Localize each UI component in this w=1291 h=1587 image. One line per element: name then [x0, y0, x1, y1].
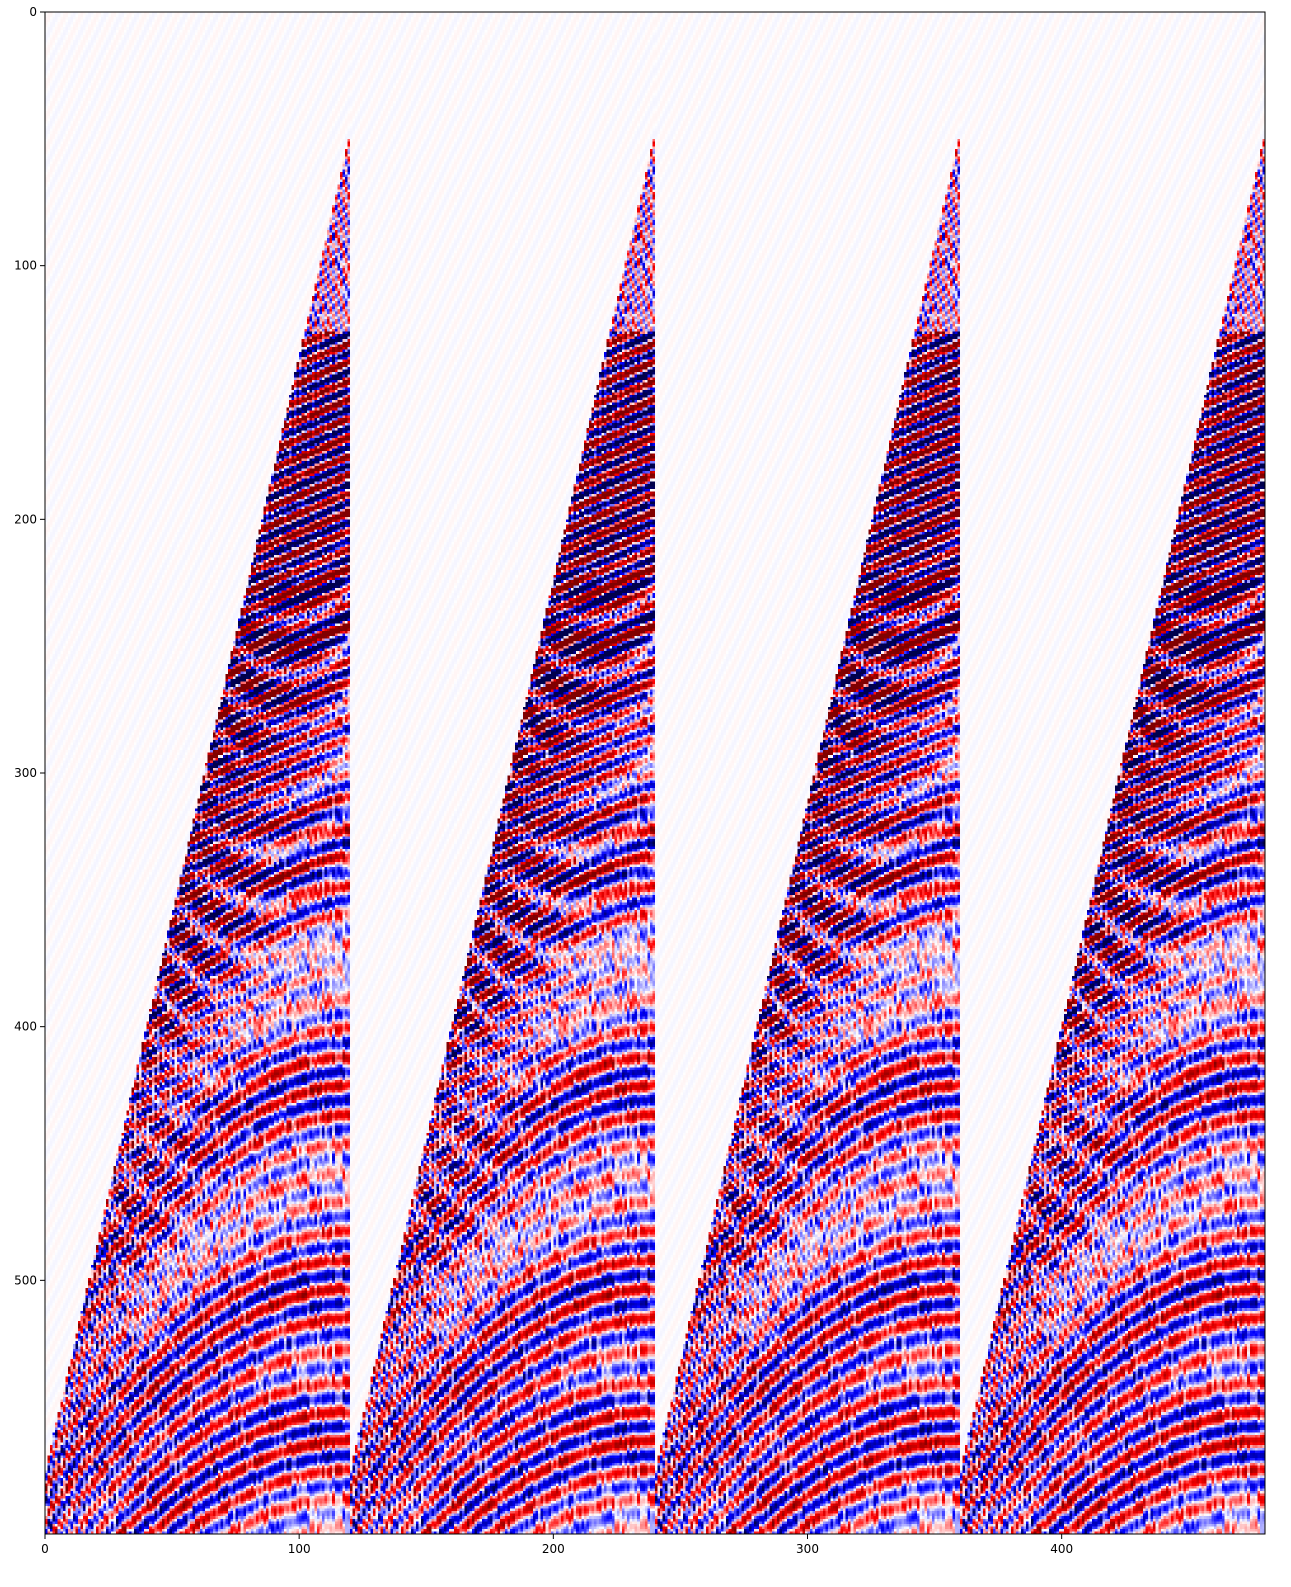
heatmap-panels — [45, 12, 1265, 1534]
y-tick-label: 300 — [14, 766, 37, 780]
x-tick-label: 400 — [1050, 1542, 1073, 1556]
y-tick-label: 200 — [14, 512, 37, 526]
x-tick-label: 100 — [288, 1542, 311, 1556]
y-tick-label: 400 — [14, 1020, 37, 1034]
y-tick-label: 100 — [14, 259, 37, 273]
gather-panel — [45, 12, 350, 1534]
y-tick-label: 0 — [29, 5, 37, 19]
gather-panel — [655, 12, 960, 1534]
y-axis-ticks: 0 100 200 300 400 500 — [14, 5, 45, 1287]
x-tick-label: 0 — [41, 1542, 49, 1556]
x-tick-label: 200 — [542, 1542, 565, 1556]
gather-panel — [960, 12, 1265, 1534]
y-tick-label: 500 — [14, 1273, 37, 1287]
gather-panel — [350, 12, 655, 1534]
x-axis-ticks: 0 100 200 300 400 — [41, 1534, 1073, 1556]
x-tick-label: 300 — [796, 1542, 819, 1556]
